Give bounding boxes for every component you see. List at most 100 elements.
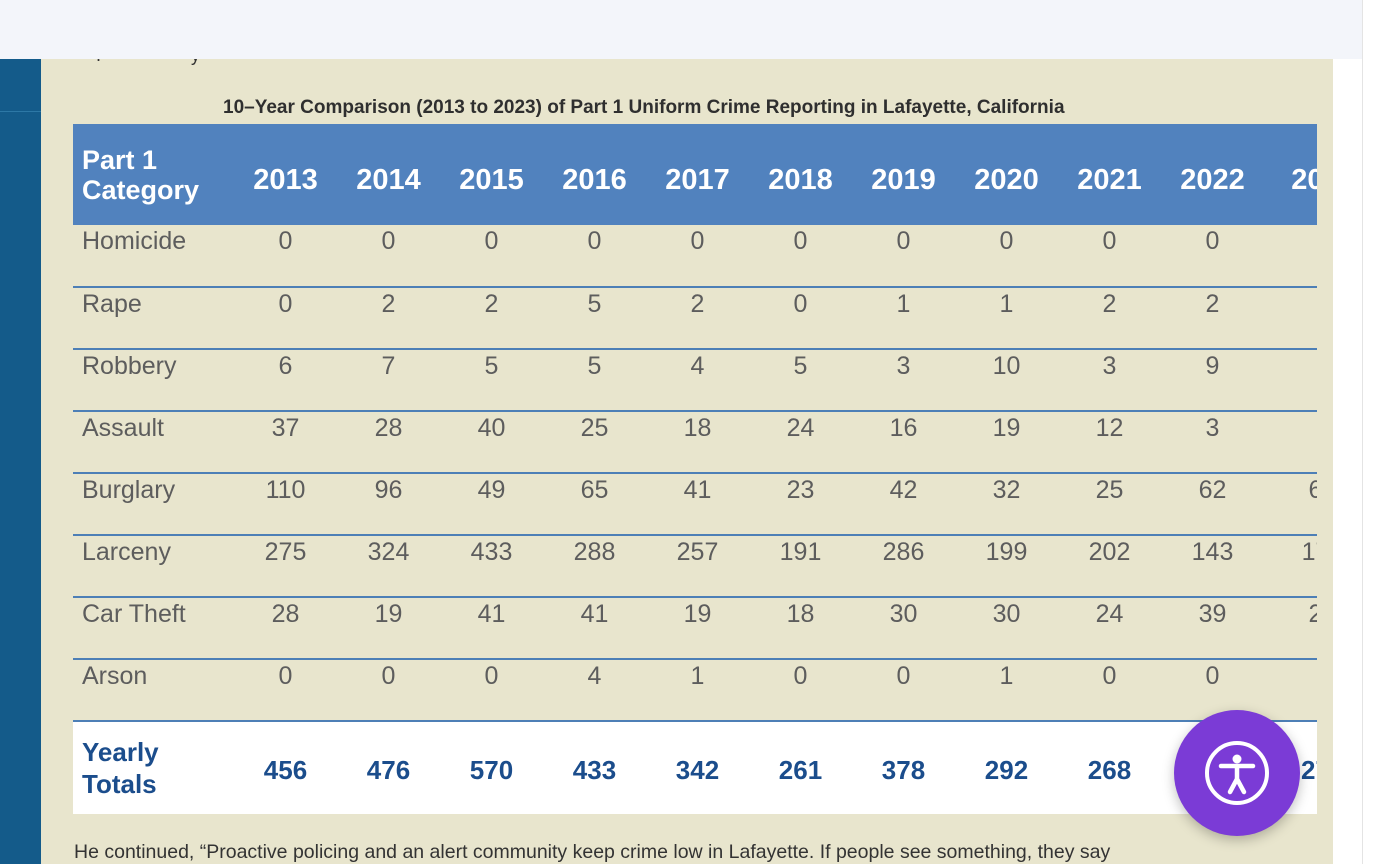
year-header: 2021 [1077, 164, 1142, 196]
value-cell: 49 [440, 472, 543, 535]
value-cell: 19 [337, 596, 440, 659]
value-cell: 0 [440, 658, 543, 721]
value-cell: 41 [646, 472, 749, 535]
value-cell: 202 [1058, 534, 1161, 597]
article-paragraph: He continued, “Proactive policing and an… [74, 841, 1111, 863]
value-cell: 0 [278, 227, 293, 255]
value-cell: 143 [1161, 534, 1264, 597]
value-cell: 28 [337, 410, 440, 473]
value-cell: 5 [543, 348, 646, 411]
value-cell: 24 [749, 410, 852, 473]
value-cell: 42 [852, 472, 955, 535]
value-cell: 3 [852, 348, 955, 411]
value-cell: 0 [749, 286, 852, 349]
value-cell: 19 [646, 596, 749, 659]
value-cell: 24 [1058, 596, 1161, 659]
value-cell: 4 [543, 658, 646, 721]
value-cell: 6 [234, 348, 337, 411]
total-cell: 268 [1058, 720, 1161, 814]
table-row: Car Theft 28 19 41 41 19 18 30 30 24 39 2 [73, 596, 1317, 659]
table-row: Rape 0 2 2 5 2 0 1 1 2 2 [73, 286, 1317, 349]
value-cell: 2 [1058, 286, 1161, 349]
top-bar [0, 0, 1362, 59]
article-content: . y 10–Year Comparison (2013 to 2023) of… [41, 59, 1333, 864]
value-cell: 199 [955, 534, 1058, 597]
value-cell: 19 [955, 410, 1058, 473]
sidebar-divider [0, 111, 41, 112]
category-cell: Robbery [73, 348, 234, 411]
category-cell: Larceny [73, 534, 234, 597]
category-cell: Rape [73, 286, 234, 349]
value-cell: 0 [852, 658, 955, 721]
table-row: Burglary 110 96 49 65 41 23 42 32 25 62 6 [73, 472, 1317, 535]
category-cell: Arson [73, 658, 234, 721]
total-cell: 378 [852, 720, 955, 814]
year-header: 202 [1291, 164, 1317, 196]
value-cell: 2 [1161, 286, 1264, 349]
value-cell: 25 [543, 410, 646, 473]
table-row: Larceny27532443328825719128619920214317 [73, 534, 1317, 597]
value-cell: 6 [1264, 472, 1317, 535]
total-cell: 261 [749, 720, 852, 814]
value-cell: 30 [955, 596, 1058, 659]
value-cell: 10 [955, 348, 1058, 411]
value-cell: 0 [690, 227, 705, 255]
category-cell: Assault [73, 410, 234, 473]
value-cell: 2 [646, 286, 749, 349]
scrollbar[interactable] [1362, 0, 1380, 864]
table-row: Assault 37 28 40 25 18 24 16 19 12 3 [73, 410, 1317, 473]
right-gutter [1333, 59, 1362, 864]
value-cell: 0 [999, 227, 1014, 255]
total-cell: 456 [234, 720, 337, 814]
total-cell: 292 [955, 720, 1058, 814]
value-cell: 16 [852, 410, 955, 473]
value-cell [1264, 286, 1317, 349]
accessibility-button[interactable] [1174, 710, 1300, 836]
value-cell: 0 [896, 227, 911, 255]
category-cell: Burglary [73, 472, 234, 535]
previous-text-fragment: . y [96, 59, 200, 66]
totals-label: Yearly Totals [73, 720, 234, 814]
value-cell: 288 [543, 534, 646, 597]
value-cell: 0 [749, 658, 852, 721]
table-row: Homicide 0 0 0 0 0 0 0 0 0 0 [73, 225, 1317, 287]
left-sidebar [0, 59, 41, 864]
value-cell: 17 [1264, 534, 1317, 597]
table-title: 10–Year Comparison (2013 to 2023) of Par… [223, 97, 1065, 118]
value-cell [1264, 225, 1317, 287]
value-cell: 1 [646, 658, 749, 721]
value-cell: 257 [646, 534, 749, 597]
value-cell: 18 [749, 596, 852, 659]
value-cell: 4 [646, 348, 749, 411]
table-header-row: Part 1 Category 2013 2014 2015 2016 2017 … [73, 124, 1317, 225]
year-header: 2022 [1180, 164, 1245, 196]
value-cell [1264, 348, 1317, 411]
crime-table: Part 1 Category 2013 2014 2015 2016 2017 … [73, 124, 1317, 814]
year-header: 2017 [665, 164, 730, 196]
value-cell [1264, 658, 1317, 721]
value-cell: 7 [337, 348, 440, 411]
value-cell: 3 [1058, 348, 1161, 411]
year-header: 2015 [459, 164, 524, 196]
crime-table-container[interactable]: Part 1 Category 2013 2014 2015 2016 2017 … [73, 124, 1317, 814]
value-cell: 286 [852, 534, 955, 597]
year-header: 2019 [871, 164, 936, 196]
value-cell: 18 [646, 410, 749, 473]
value-cell: 2 [1264, 596, 1317, 659]
table-row: Robbery 6 7 5 5 4 5 3 10 3 9 [73, 348, 1317, 411]
accessibility-icon [1205, 741, 1269, 805]
value-cell: 96 [337, 472, 440, 535]
value-cell: 0 [1205, 227, 1220, 255]
value-cell: 0 [381, 227, 396, 255]
value-cell: 23 [749, 472, 852, 535]
value-cell: 275 [234, 534, 337, 597]
value-cell: 5 [749, 348, 852, 411]
value-cell: 40 [440, 410, 543, 473]
year-header: 2018 [768, 164, 833, 196]
value-cell: 39 [1161, 596, 1264, 659]
value-cell: 0 [234, 658, 337, 721]
value-cell: 41 [543, 596, 646, 659]
value-cell: 191 [749, 534, 852, 597]
value-cell: 1 [852, 286, 955, 349]
value-cell: 65 [543, 472, 646, 535]
